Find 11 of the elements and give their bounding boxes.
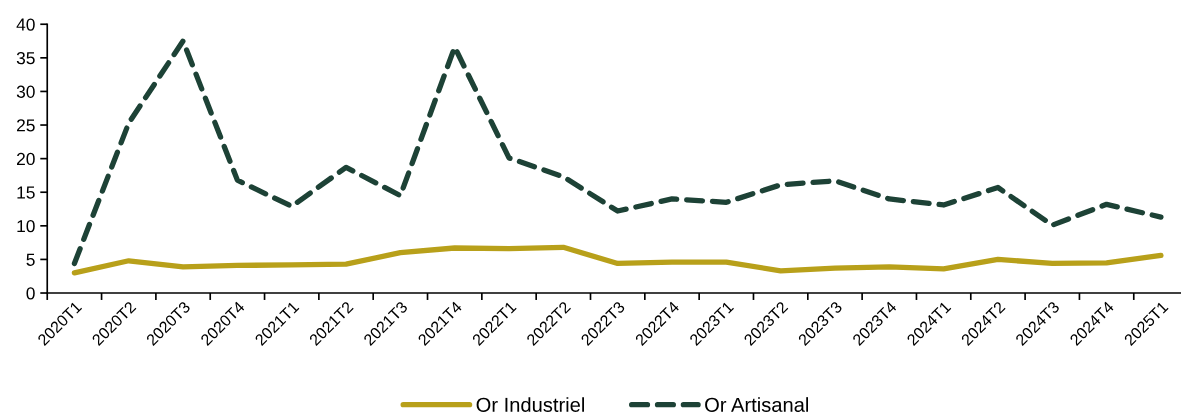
y-tick-label: 5	[26, 253, 35, 266]
y-tick-label: 15	[17, 186, 35, 199]
y-tick-label: 10	[17, 219, 35, 233]
y-tick-label: 25	[17, 119, 35, 132]
y-tick-label: 20	[17, 152, 35, 166]
y-tick-label: 0	[26, 287, 35, 300]
legend-label: Or Artisanal	[705, 397, 809, 412]
y-tick-label: 35	[16, 52, 35, 65]
y-tick-label: 30	[16, 85, 35, 98]
legend-label: Or Industriel	[476, 397, 584, 412]
y-tick-label: 40	[16, 18, 35, 31]
